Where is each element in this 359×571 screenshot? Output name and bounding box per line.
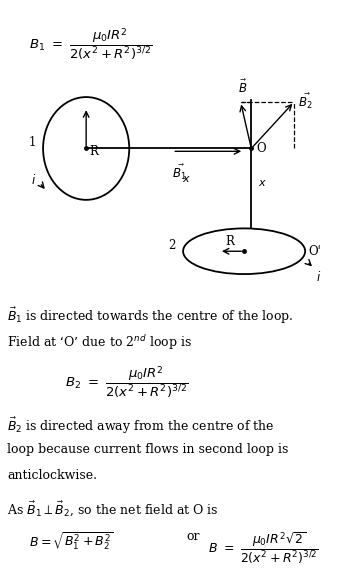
Text: $B_2\ =\ \dfrac{\mu_0 IR^2}{2(x^2+R^2)^{3/2}}$: $B_2\ =\ \dfrac{\mu_0 IR^2}{2(x^2+R^2)^{… [65,364,188,400]
Text: $x$: $x$ [182,174,191,184]
Text: $B_1\ =\ \dfrac{\mu_0 IR^2}{2(x^2+R^2)^{3/2}}$: $B_1\ =\ \dfrac{\mu_0 IR^2}{2(x^2+R^2)^{… [29,26,152,62]
Text: $\vec{B_1}$: $\vec{B_1}$ [172,163,187,182]
Text: Field at ‘O’ due to 2$^{nd}$ loop is: Field at ‘O’ due to 2$^{nd}$ loop is [7,333,192,352]
Text: $B = \sqrt{B_1^2 + B_2^2}$: $B = \sqrt{B_1^2 + B_2^2}$ [29,530,113,552]
Text: R: R [225,235,234,248]
Text: 2: 2 [168,239,176,252]
Text: $\vec{B_2}$: $\vec{B_2}$ [298,92,312,111]
Text: $i$: $i$ [31,173,36,187]
Text: R: R [90,145,99,158]
Text: O': O' [309,245,322,258]
Text: O: O [257,142,266,155]
Text: loop because current flows in second loop is: loop because current flows in second loo… [7,443,289,456]
Text: $B\ =\ \dfrac{\mu_0 IR^2 \sqrt{2}}{2(x^2+R^2)^{3/2}}$: $B\ =\ \dfrac{\mu_0 IR^2 \sqrt{2}}{2(x^2… [208,530,319,566]
Text: As $\vec{B}_1 \perp \vec{B}_2$, so the net field at O is: As $\vec{B}_1 \perp \vec{B}_2$, so the n… [7,499,219,518]
Text: anticlockwise.: anticlockwise. [7,469,97,482]
Text: or: or [187,530,200,544]
Text: $\vec{B}_1$ is directed towards the centre of the loop.: $\vec{B}_1$ is directed towards the cent… [7,305,294,325]
Text: $\vec{B}$: $\vec{B}$ [238,79,247,96]
Text: $\vec{B}_2$ is directed away from the centre of the: $\vec{B}_2$ is directed away from the ce… [7,416,275,436]
Text: 1: 1 [28,136,36,149]
Text: $x$: $x$ [258,178,267,188]
Text: $i$: $i$ [316,270,321,284]
